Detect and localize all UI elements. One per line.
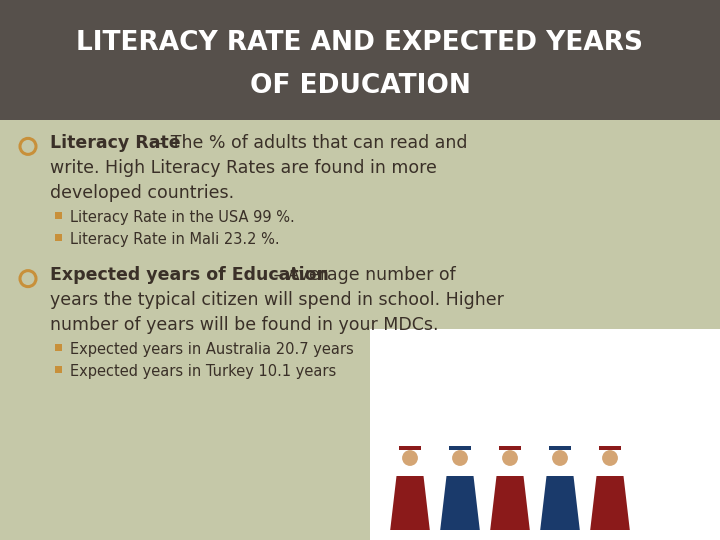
Text: – The % of adults that can read and: – The % of adults that can read and	[151, 134, 468, 152]
Text: Literacy Rate: Literacy Rate	[50, 134, 181, 152]
Text: number of years will be found in your MDCs.: number of years will be found in your MD…	[50, 316, 438, 334]
Text: Expected years in Australia 20.7 years: Expected years in Australia 20.7 years	[70, 342, 354, 357]
Circle shape	[503, 451, 517, 465]
Bar	[55, 234, 61, 241]
Bar	[449, 446, 471, 450]
Text: Literacy Rate in Mali 23.2 %.: Literacy Rate in Mali 23.2 %.	[70, 232, 279, 247]
Circle shape	[402, 451, 417, 465]
Text: LITERACY RATE AND EXPECTED YEARS: LITERACY RATE AND EXPECTED YEARS	[76, 30, 644, 56]
Text: – Average number of: – Average number of	[269, 266, 456, 284]
Circle shape	[553, 451, 567, 465]
Text: developed countries.: developed countries.	[50, 184, 234, 202]
Circle shape	[453, 451, 467, 465]
Bar	[549, 446, 571, 450]
Polygon shape	[590, 476, 630, 530]
Polygon shape	[390, 476, 430, 530]
Bar	[499, 446, 521, 450]
Bar	[55, 212, 61, 219]
Bar	[599, 446, 621, 450]
Text: write. High Literacy Rates are found in more: write. High Literacy Rates are found in …	[50, 159, 437, 177]
Text: years the typical citizen will spend in school. Higher: years the typical citizen will spend in …	[50, 291, 504, 309]
Bar	[399, 446, 420, 450]
Text: Expected years in Turkey 10.1 years: Expected years in Turkey 10.1 years	[70, 364, 336, 380]
Bar	[0, 0, 720, 120]
Bar	[55, 366, 61, 373]
Polygon shape	[540, 476, 580, 530]
Polygon shape	[440, 476, 480, 530]
Circle shape	[603, 451, 617, 465]
Bar	[55, 344, 61, 351]
Text: Expected years of Education: Expected years of Education	[50, 266, 329, 284]
Text: Literacy Rate in the USA 99 %.: Literacy Rate in the USA 99 %.	[70, 210, 294, 225]
Text: OF EDUCATION: OF EDUCATION	[250, 73, 470, 99]
Polygon shape	[490, 476, 530, 530]
Bar	[370, 329, 720, 540]
